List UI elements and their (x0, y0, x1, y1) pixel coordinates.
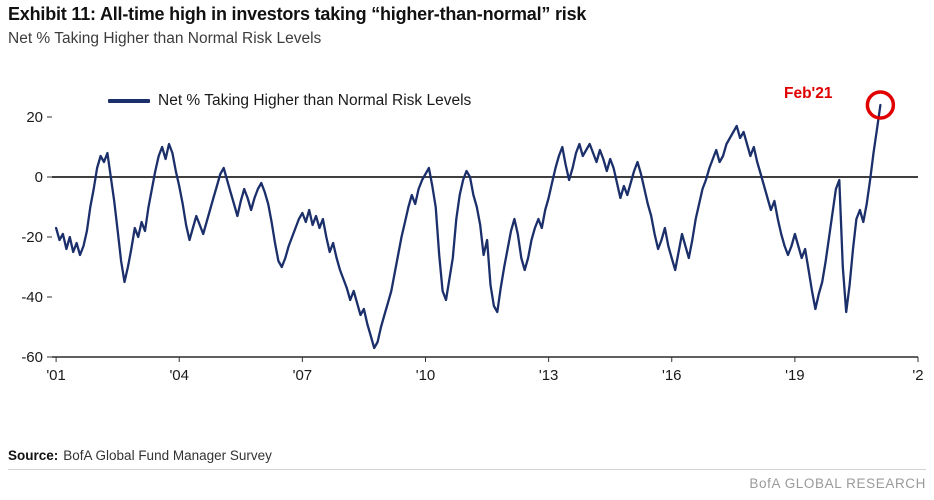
svg-text:'2: '2 (912, 367, 923, 384)
source-label: Source: (8, 448, 59, 463)
svg-text:-40: -40 (21, 289, 43, 306)
chart-legend: Net % Taking Higher than Normal Risk Lev… (108, 92, 471, 110)
svg-text:'07: '07 (293, 367, 313, 384)
brand-text: BofA GLOBAL RESEARCH (749, 476, 926, 491)
line-chart: 20 0 -20 -40 -60'01 '04 '07 '10 '13 '16 '19 '2 (21, 90, 924, 384)
feb21-annotation-label: Feb'21 (784, 85, 833, 102)
svg-text:0: 0 (35, 169, 43, 186)
source-text: BofA Global Fund Manager Survey (63, 448, 272, 463)
svg-text:-60: -60 (21, 349, 43, 366)
exhibit-subtitle: Net % Taking Higher than Normal Risk Lev… (8, 30, 322, 47)
legend-line-swatch (108, 99, 150, 103)
exhibit-title: Exhibit 11: All-time high in investors t… (8, 4, 587, 24)
svg-text:20: 20 (26, 109, 43, 126)
svg-text:'19: '19 (785, 367, 805, 384)
svg-text:-20: -20 (21, 229, 43, 246)
chart-area: 20 0 -20 -40 -60'01 '04 '07 '10 '13 '16 '19 '2 Net … (0, 62, 934, 397)
svg-text:'04: '04 (169, 367, 189, 384)
svg-text:'16: '16 (662, 367, 682, 384)
svg-text:'01: '01 (46, 367, 66, 384)
footer-divider: BofA GLOBAL RESEARCH (8, 469, 926, 491)
legend-label: Net % Taking Higher than Normal Risk Lev… (158, 92, 472, 109)
svg-text:'10: '10 (416, 367, 436, 384)
source-line: Source: BofA Global Fund Manager Survey (8, 448, 272, 463)
svg-text:'13: '13 (539, 367, 559, 384)
